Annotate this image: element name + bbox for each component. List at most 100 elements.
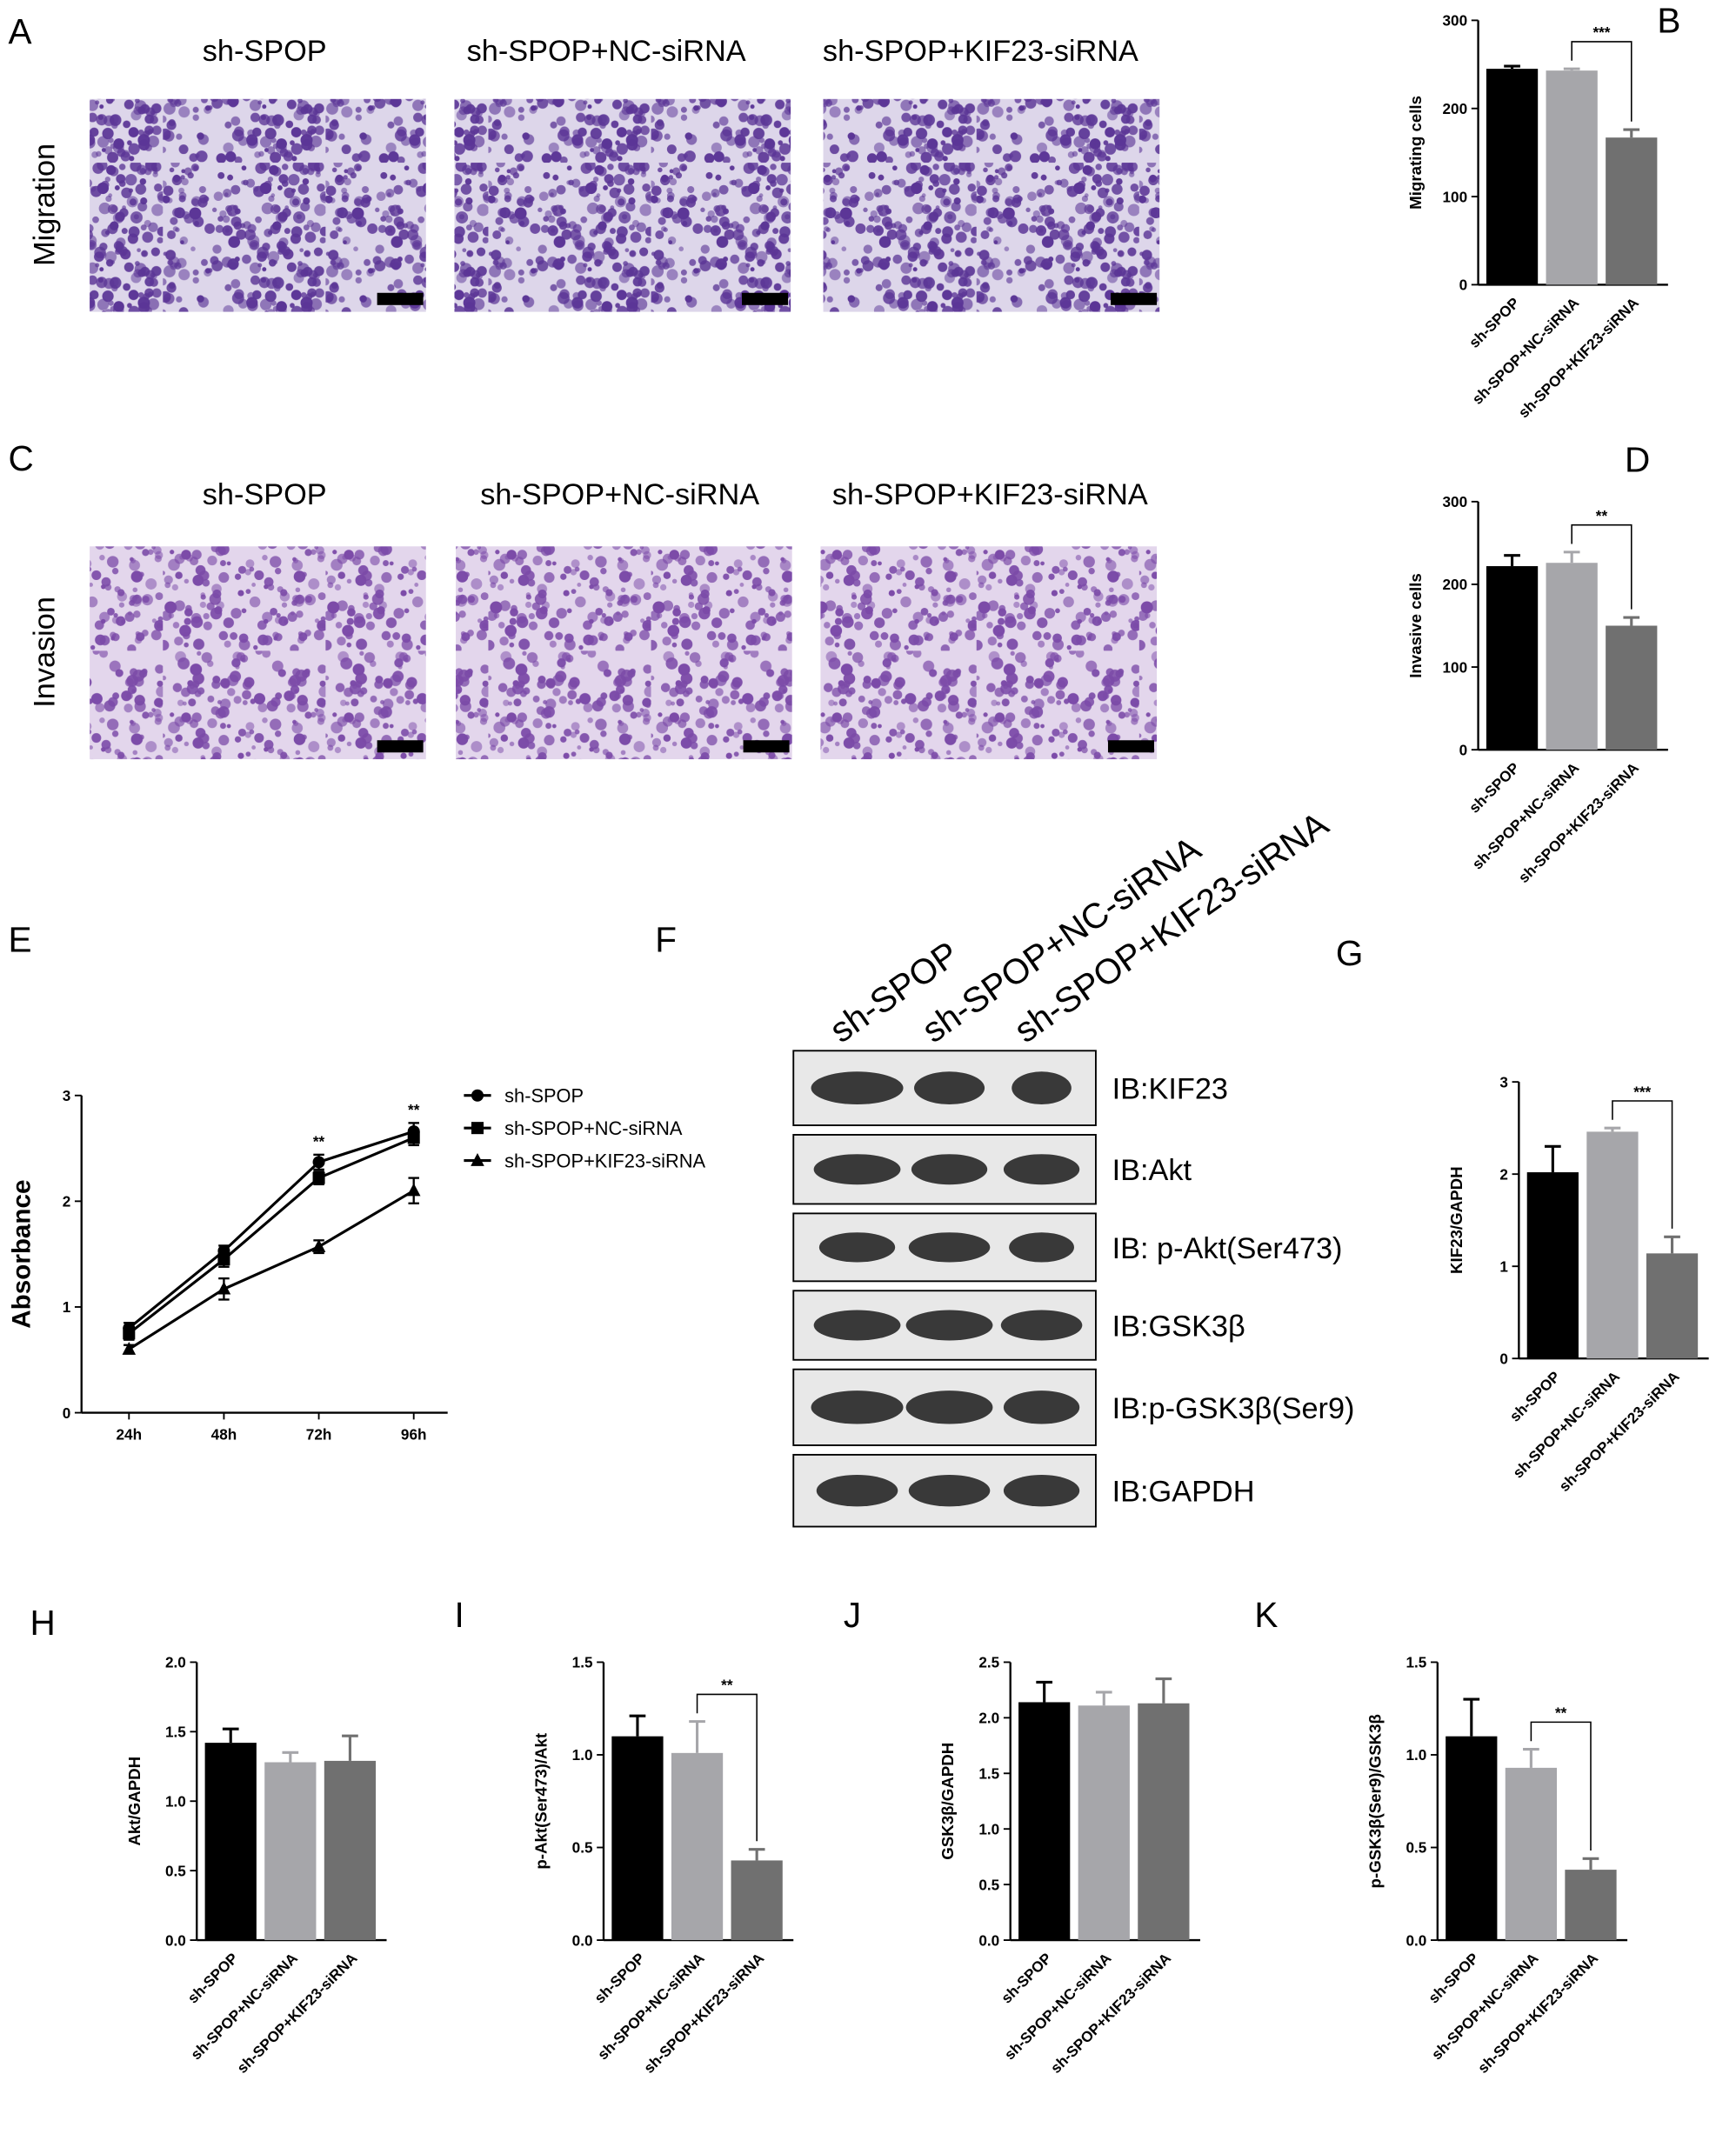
panel-label: G xyxy=(1336,933,1364,973)
band xyxy=(911,1154,988,1185)
marker xyxy=(471,1122,484,1135)
band xyxy=(908,1232,991,1263)
band xyxy=(813,1310,901,1341)
y-tick-label: 200 xyxy=(1443,100,1468,117)
significance-bracket xyxy=(1612,1100,1673,1229)
bar xyxy=(324,1760,377,1941)
x-tick-label: sh-SPOP+NC-siRNA xyxy=(1001,1950,1115,2064)
scale-bar xyxy=(377,292,424,305)
x-tick-label: sh-SPOP xyxy=(1466,759,1523,817)
legend-label: sh-SPOP xyxy=(504,1085,584,1107)
panel-label: D xyxy=(1625,440,1650,480)
x-tick-label: 48h xyxy=(211,1426,237,1444)
x-tick-label: 72h xyxy=(306,1426,332,1444)
bar xyxy=(1546,70,1598,285)
bar xyxy=(1546,563,1598,750)
y-tick-label: 2.0 xyxy=(165,1654,186,1671)
significance-label: ** xyxy=(721,1677,733,1694)
x-tick-label: sh-SPOP+NC-siRNA xyxy=(1468,294,1582,408)
x-tick-label: sh-SPOP+KIF23-siRNA xyxy=(1515,759,1642,886)
y-tick-label: 0.0 xyxy=(165,1931,186,1949)
y-tick-label: 1.0 xyxy=(572,1746,593,1764)
panel-label: J xyxy=(844,1595,861,1635)
y-tick-label: 2.5 xyxy=(978,1654,999,1671)
bar xyxy=(1586,1131,1639,1359)
x-tick-label: sh-SPOP xyxy=(1425,1950,1482,2007)
y-tick-label: 0 xyxy=(63,1404,71,1422)
band xyxy=(1003,1154,1080,1185)
band xyxy=(1009,1232,1074,1263)
panel-label: C xyxy=(9,438,34,478)
y-axis-label: Absorbance xyxy=(7,1180,36,1329)
y-tick-label: 1 xyxy=(63,1298,71,1316)
significance-label: ** xyxy=(1596,507,1608,524)
y-tick-label: 0.0 xyxy=(978,1931,999,1949)
y-tick-label: 2.0 xyxy=(978,1710,999,1727)
x-tick-label: sh-SPOP xyxy=(1506,1368,1564,1425)
marker xyxy=(312,1171,325,1184)
x-tick-label: sh-SPOP xyxy=(1466,294,1523,351)
x-tick-label: sh-SPOP xyxy=(184,1950,241,2007)
marker xyxy=(407,1131,420,1144)
y-tick-label: 0 xyxy=(1499,1350,1508,1367)
y-tick-label: 300 xyxy=(1443,493,1468,510)
image-title: sh-SPOP xyxy=(203,35,327,68)
y-tick-label: 0.5 xyxy=(1406,1839,1427,1857)
series-line xyxy=(128,1130,415,1330)
y-tick-label: 0.0 xyxy=(1406,1931,1427,1949)
x-tick-label: sh-SPOP xyxy=(591,1950,648,2007)
panel-label: E xyxy=(9,919,32,959)
blot-row-label: IB:GAPDH xyxy=(1112,1476,1255,1509)
panel-label: F xyxy=(655,919,677,959)
y-tick-label: 0.5 xyxy=(165,1862,186,1879)
scale-bar xyxy=(1111,292,1158,305)
y-axis-label: p-Akt(Ser473)/Akt xyxy=(531,1733,550,1870)
bar xyxy=(1138,1703,1190,1941)
y-tick-label: 0.0 xyxy=(572,1931,593,1949)
y-axis-label: p-GSK3β(Ser9)/GSK3β xyxy=(1365,1714,1384,1888)
micrograph xyxy=(456,546,792,760)
marker xyxy=(471,1089,484,1102)
band xyxy=(813,1154,901,1185)
band xyxy=(914,1071,985,1105)
panel-label: A xyxy=(9,11,32,51)
x-tick-label: 96h xyxy=(401,1426,427,1444)
significance-bracket xyxy=(696,1693,758,1842)
y-tick-label: 100 xyxy=(1443,188,1468,205)
x-tick-label: sh-SPOP+NC-siRNA xyxy=(594,1950,708,2064)
y-tick-label: 2 xyxy=(1499,1165,1508,1183)
micrograph xyxy=(90,98,426,312)
scale-bar xyxy=(1107,740,1154,753)
y-tick-label: 0.5 xyxy=(978,1876,999,1893)
y-axis-label: Migrating cells xyxy=(1406,96,1425,210)
panel-label: K xyxy=(1254,1595,1278,1635)
y-tick-label: 0 xyxy=(1459,277,1468,294)
y-tick-label: 0.5 xyxy=(572,1839,593,1857)
significance-bracket xyxy=(1530,1721,1592,1851)
y-tick-label: 300 xyxy=(1443,12,1468,30)
marker xyxy=(311,1239,326,1252)
image-title: sh-SPOP+NC-siRNA xyxy=(467,35,746,68)
band xyxy=(1003,1475,1080,1507)
x-tick-label: sh-SPOP+NC-siRNA xyxy=(1509,1368,1623,1482)
y-tick-label: 1.0 xyxy=(165,1792,186,1810)
scale-bar xyxy=(743,740,790,753)
image-title: sh-SPOP+KIF23-siRNA xyxy=(823,35,1138,68)
significance-bracket xyxy=(1571,41,1633,122)
y-tick-label: 2 xyxy=(63,1193,71,1210)
band xyxy=(818,1232,896,1263)
marker xyxy=(406,1183,421,1197)
y-tick-label: 1.5 xyxy=(165,1724,186,1741)
band xyxy=(1000,1310,1083,1341)
scale-bar xyxy=(742,292,789,305)
significance-bracket xyxy=(1571,523,1633,610)
series-line xyxy=(128,1189,415,1350)
panel-label: B xyxy=(1657,0,1680,40)
significance-label: ** xyxy=(408,1101,420,1118)
x-tick-label: 24h xyxy=(117,1426,143,1444)
series-line xyxy=(128,1136,415,1335)
x-tick-label: sh-SPOP+KIF23-siRNA xyxy=(233,1950,360,2077)
band xyxy=(811,1390,904,1424)
blot-row-label: IB:p-GSK3β(Ser9) xyxy=(1112,1392,1355,1425)
